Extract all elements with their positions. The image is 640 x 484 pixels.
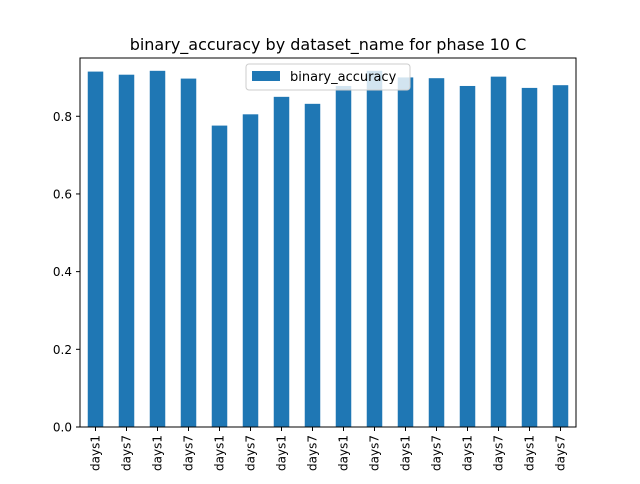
x-tick-label-6: days1 — [275, 435, 289, 471]
x-axis: days1 days7 days1 days7 days1 days7 days1 days7… — [89, 427, 568, 471]
bar-14 — [521, 87, 538, 427]
plot-area: 0.00.20.40.60.8 days1 days7 days1 days7 days… — [53, 57, 577, 471]
x-tick-label-10: days1 — [399, 435, 413, 471]
y-tick-label-0: 0.0 — [53, 421, 72, 435]
y-tick-label-3: 0.6 — [53, 187, 72, 201]
x-tick-label-9: days7 — [368, 435, 382, 471]
bar-0 — [87, 71, 104, 427]
x-tick-label-3: days7 — [182, 435, 196, 471]
bar-5 — [242, 114, 259, 427]
bar-1 — [118, 74, 135, 427]
y-axis: 0.0 0.2 0.4 0.6 0.8 — [53, 110, 80, 435]
x-tick-label-11: days7 — [430, 435, 444, 471]
bar-3 — [180, 78, 197, 427]
bar-6 — [273, 96, 290, 427]
bar-9 — [366, 70, 383, 427]
x-tick-label-1: days7 — [120, 435, 134, 471]
bar-15 — [552, 85, 569, 427]
x-tick-label-12: days1 — [461, 435, 475, 471]
chart-title: binary_accuracy by dataset_name for phas… — [130, 35, 527, 55]
bar-4 — [211, 125, 228, 427]
bar-2 — [149, 70, 166, 427]
legend-label: binary_accuracy — [290, 70, 397, 85]
bar-8 — [335, 85, 352, 427]
x-tick-label-5: days7 — [244, 435, 258, 471]
bars-group — [87, 70, 569, 428]
bar-13 — [490, 76, 507, 427]
y-tick-label-4: 0.8 — [53, 110, 72, 124]
x-tick-label-2: days1 — [151, 435, 165, 471]
y-tick-label-1: 0.2 — [53, 343, 72, 357]
x-tick-label-13: days7 — [492, 435, 506, 471]
x-tick-label-7: days7 — [306, 435, 320, 471]
legend: binary_accuracy — [245, 63, 411, 91]
x-tick-label-14: days1 — [523, 435, 537, 471]
bar-12 — [459, 85, 476, 427]
x-tick-label-4: days1 — [213, 435, 227, 471]
bar-7 — [304, 103, 321, 427]
x-tick-label-0: days1 — [89, 435, 103, 471]
bar-10 — [397, 77, 414, 428]
bar-11 — [428, 78, 445, 427]
legend-swatch — [252, 71, 280, 81]
x-tick-label-8: days1 — [337, 435, 351, 471]
axes-frame — [79, 57, 577, 428]
y-tick-label-2: 0.4 — [53, 265, 72, 279]
x-tick-label-15: days7 — [554, 435, 568, 471]
legend-box — [245, 63, 411, 91]
